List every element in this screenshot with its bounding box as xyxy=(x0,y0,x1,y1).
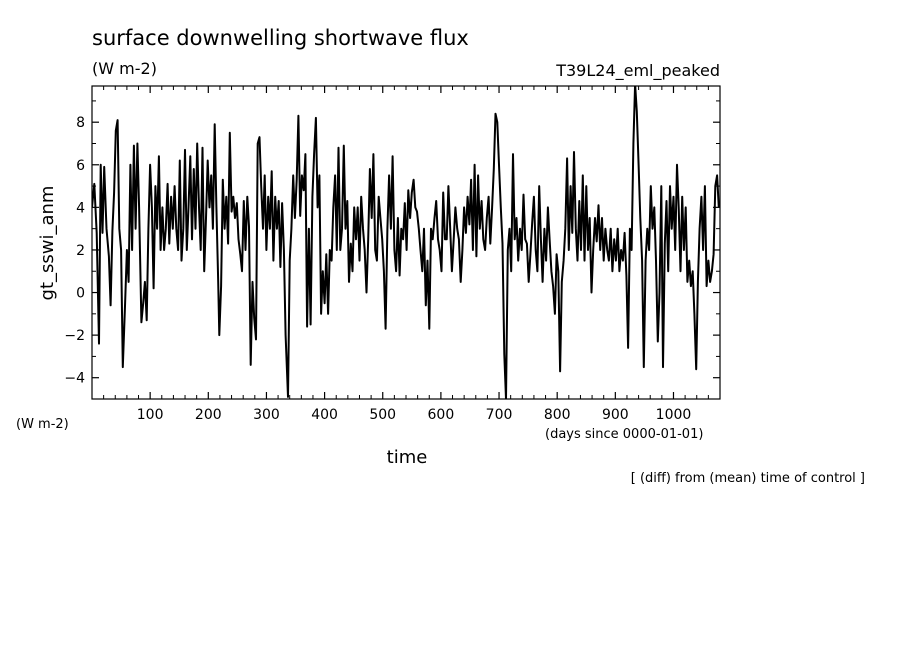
y-axis: −4 −2 0 2 4 6 8 xyxy=(64,100,720,400)
x-tick-label: 300 xyxy=(253,407,280,423)
x-tick-label: 700 xyxy=(486,407,513,423)
y-axis-units: (W m-2) xyxy=(16,417,69,432)
x-tick-label: 600 xyxy=(428,407,455,423)
y-tick-label: 2 xyxy=(76,243,85,259)
run-label: T39L24_eml_peaked xyxy=(555,61,720,81)
y-tick-label: 6 xyxy=(76,158,85,174)
x-tick-label: 400 xyxy=(311,407,338,423)
y-tick-label: 4 xyxy=(76,200,85,216)
x-tick-label: 900 xyxy=(602,407,629,423)
x-tick-label: 500 xyxy=(369,407,396,423)
y-axis-label: gt_sswi_anm xyxy=(37,186,58,301)
y-tick-label: −4 xyxy=(64,371,85,387)
x-tick-label: 100 xyxy=(137,407,164,423)
x-axis-units: (days since 0000-01-01) xyxy=(545,427,703,442)
x-axis: 100 200 300 400 500 600 700 800 900 1000 xyxy=(103,86,709,423)
y-tick-label: 8 xyxy=(76,115,85,131)
series-line xyxy=(92,86,720,399)
x-tick-label: 800 xyxy=(544,407,571,423)
x-tick-label: 1000 xyxy=(656,407,692,423)
x-axis-label: time xyxy=(387,447,428,468)
y-tick-label: −2 xyxy=(64,328,85,344)
title-units: (W m-2) xyxy=(92,59,157,78)
footnote: [ (diff) from (mean) time of control ] xyxy=(631,471,865,486)
x-tick-label: 200 xyxy=(195,407,222,423)
y-tick-label: 0 xyxy=(76,286,85,302)
chart-title: surface downwelling shortwave flux xyxy=(92,26,469,50)
